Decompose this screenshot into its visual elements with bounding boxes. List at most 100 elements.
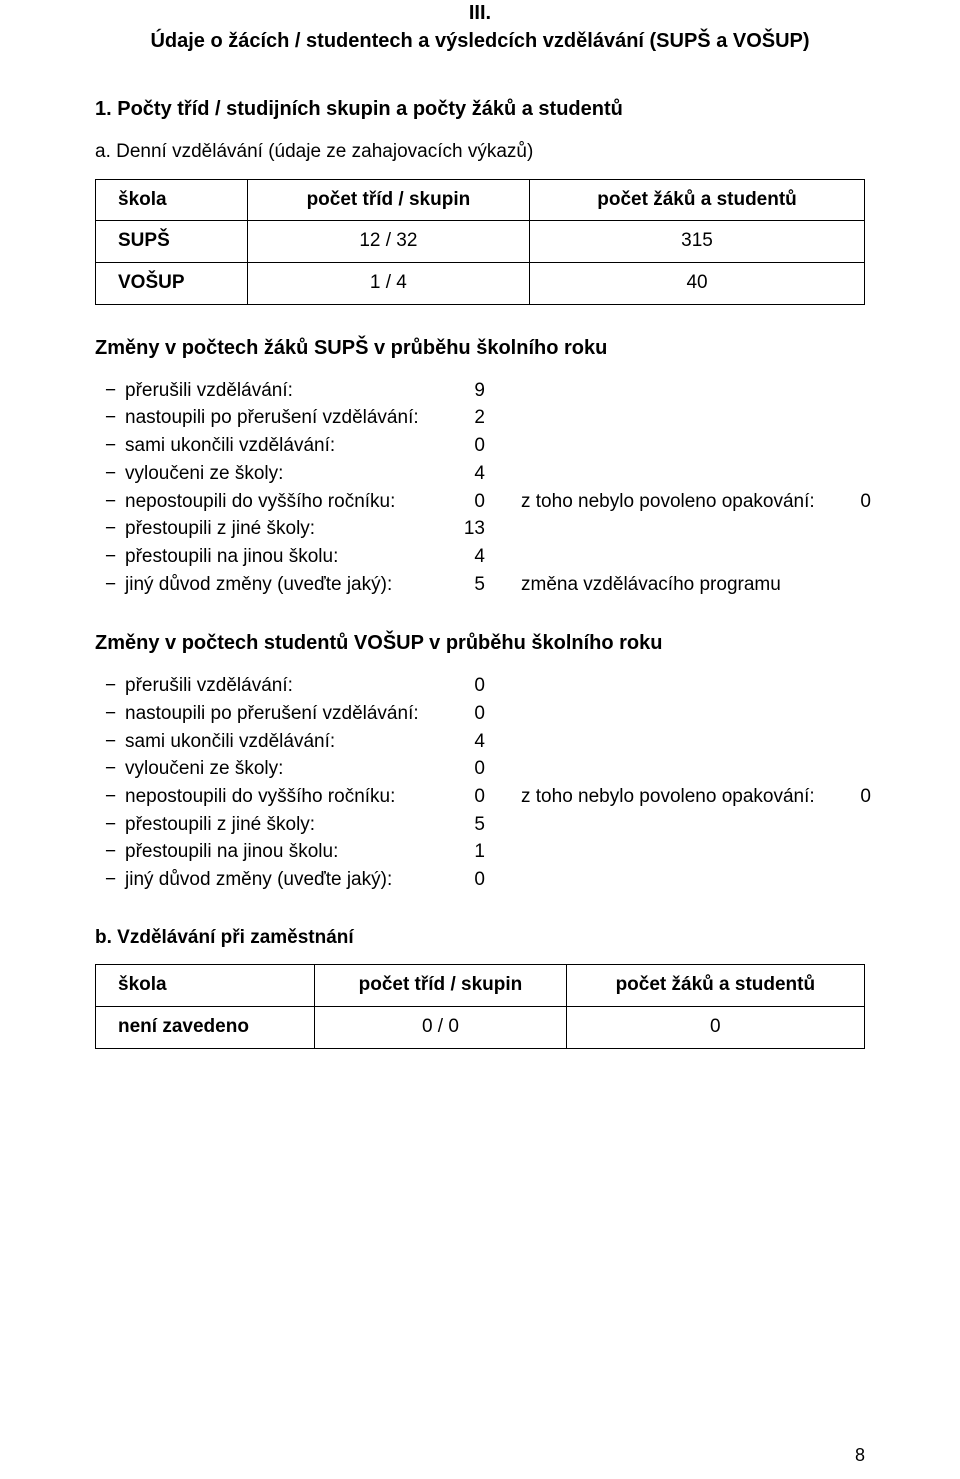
list-item-label: jiný důvod změny (uveďte jaký): — [125, 868, 445, 893]
list-item-value: 2 — [445, 406, 491, 431]
cell: 0 — [566, 1007, 864, 1049]
list-item-value: 5 — [445, 573, 491, 598]
dash-icon: − — [95, 757, 125, 782]
list-item: −přestoupili z jiné školy:13 — [95, 517, 865, 542]
list-item: −nepostoupili do vyššího ročníku:0z toho… — [95, 490, 865, 515]
dash-icon: − — [95, 840, 125, 865]
para-a: a. Denní vzdělávání (údaje ze zahajovací… — [95, 140, 865, 165]
dash-icon: − — [95, 434, 125, 459]
dash-icon: − — [95, 573, 125, 598]
list-item-value: 9 — [445, 379, 491, 404]
list-item-note-value: 0 — [851, 490, 871, 515]
list-item: −vyloučeni ze školy:4 — [95, 462, 865, 487]
list-item-label: přerušili vzdělávání: — [125, 379, 445, 404]
bullet-list-vosup: −přerušili vzdělávání:0−nastoupili po př… — [95, 674, 865, 893]
list-item-value: 0 — [445, 702, 491, 727]
list-item-value: 13 — [445, 517, 491, 542]
list-item-value: 4 — [445, 462, 491, 487]
table-a: škola počet tříd / skupin počet žáků a s… — [95, 179, 865, 305]
list-item-value: 1 — [445, 840, 491, 865]
dash-icon: − — [95, 785, 125, 810]
list-item: −sami ukončili vzdělávání:0 — [95, 434, 865, 459]
list-item-label: sami ukončili vzdělávání: — [125, 434, 445, 459]
list-item-note-value: 0 — [851, 785, 871, 810]
dash-icon: − — [95, 730, 125, 755]
list-item-value: 4 — [445, 545, 491, 570]
col-header: škola — [96, 179, 248, 221]
list-item-value: 0 — [445, 674, 491, 699]
list-item: −přestoupili na jinou školu:4 — [95, 545, 865, 570]
list-item-label: nepostoupili do vyššího ročníku: — [125, 490, 445, 515]
table-row: škola počet tříd / skupin počet žáků a s… — [96, 179, 865, 221]
col-header: počet tříd / skupin — [247, 179, 529, 221]
list-item: −přestoupili na jinou školu:1 — [95, 840, 865, 865]
changes-vosup-title: Změny v počtech studentů VOŠUP v průběhu… — [95, 630, 865, 656]
cell: 1 / 4 — [247, 263, 529, 305]
list-item-note: z toho nebylo povoleno opakování: — [491, 785, 851, 810]
table-row: SUPŠ 12 / 32 315 — [96, 221, 865, 263]
list-item-label: přestoupili na jinou školu: — [125, 545, 445, 570]
dash-icon: − — [95, 379, 125, 404]
list-item-label: nastoupili po přerušení vzdělávání: — [125, 702, 445, 727]
cell: 40 — [530, 263, 865, 305]
list-item-note: změna vzdělávacího programu — [491, 573, 851, 598]
list-item: −nastoupili po přerušení vzdělávání:2 — [95, 406, 865, 431]
list-item: −přerušili vzdělávání:9 — [95, 379, 865, 404]
list-item: −přestoupili z jiné školy:5 — [95, 813, 865, 838]
col-header: počet žáků a studentů — [566, 965, 864, 1007]
subhead-1: 1. Počty tříd / studijních skupin a počt… — [95, 96, 865, 122]
list-item: −jiný důvod změny (uveďte jaký):0 — [95, 868, 865, 893]
table-b: škola počet tříd / skupin počet žáků a s… — [95, 964, 865, 1048]
list-item-value: 5 — [445, 813, 491, 838]
dash-icon: − — [95, 490, 125, 515]
section-title: Údaje o žácích / studentech a výsledcích… — [95, 28, 865, 54]
cell: 0 / 0 — [315, 1007, 566, 1049]
table-row: není zavedeno 0 / 0 0 — [96, 1007, 865, 1049]
list-item-value: 4 — [445, 730, 491, 755]
dash-icon: − — [95, 702, 125, 727]
cell: VOŠUP — [96, 263, 248, 305]
list-item-value: 0 — [445, 757, 491, 782]
dash-icon: − — [95, 868, 125, 893]
list-item-value: 0 — [445, 434, 491, 459]
list-item: −nastoupili po přerušení vzdělávání:0 — [95, 702, 865, 727]
cell: 315 — [530, 221, 865, 263]
col-header: škola — [96, 965, 315, 1007]
list-item-label: vyloučeni ze školy: — [125, 757, 445, 782]
list-item-label: vyloučeni ze školy: — [125, 462, 445, 487]
list-item-value: 0 — [445, 785, 491, 810]
list-item: −sami ukončili vzdělávání:4 — [95, 730, 865, 755]
table-row: VOŠUP 1 / 4 40 — [96, 263, 865, 305]
list-item-label: sami ukončili vzdělávání: — [125, 730, 445, 755]
list-item-label: přerušili vzdělávání: — [125, 674, 445, 699]
cell: 12 / 32 — [247, 221, 529, 263]
list-item-note: z toho nebylo povoleno opakování: — [491, 490, 851, 515]
dash-icon: − — [95, 545, 125, 570]
cell: SUPŠ — [96, 221, 248, 263]
col-header: počet tříd / skupin — [315, 965, 566, 1007]
para-b: b. Vzdělávání při zaměstnání — [95, 926, 865, 951]
list-item-label: přestoupili z jiné školy: — [125, 517, 445, 542]
list-item-value: 0 — [445, 868, 491, 893]
list-item: −nepostoupili do vyššího ročníku:0z toho… — [95, 785, 865, 810]
dash-icon: − — [95, 813, 125, 838]
list-item-label: přestoupili na jinou školu: — [125, 840, 445, 865]
dash-icon: − — [95, 517, 125, 542]
col-header: počet žáků a studentů — [530, 179, 865, 221]
page: III. Údaje o žácích / studentech a výsle… — [0, 0, 960, 1479]
page-number: 8 — [855, 1444, 865, 1467]
section-number: III. — [95, 0, 865, 26]
list-item-label: jiný důvod změny (uveďte jaký): — [125, 573, 445, 598]
list-item-label: přestoupili z jiné školy: — [125, 813, 445, 838]
list-item-value: 0 — [445, 490, 491, 515]
dash-icon: − — [95, 406, 125, 431]
list-item-label: nastoupili po přerušení vzdělávání: — [125, 406, 445, 431]
list-item: −vyloučeni ze školy:0 — [95, 757, 865, 782]
dash-icon: − — [95, 462, 125, 487]
list-item-label: nepostoupili do vyššího ročníku: — [125, 785, 445, 810]
dash-icon: − — [95, 674, 125, 699]
cell: není zavedeno — [96, 1007, 315, 1049]
list-item: −jiný důvod změny (uveďte jaký):5změna v… — [95, 573, 865, 598]
bullet-list-sups: −přerušili vzdělávání:9−nastoupili po př… — [95, 379, 865, 598]
list-item: −přerušili vzdělávání:0 — [95, 674, 865, 699]
